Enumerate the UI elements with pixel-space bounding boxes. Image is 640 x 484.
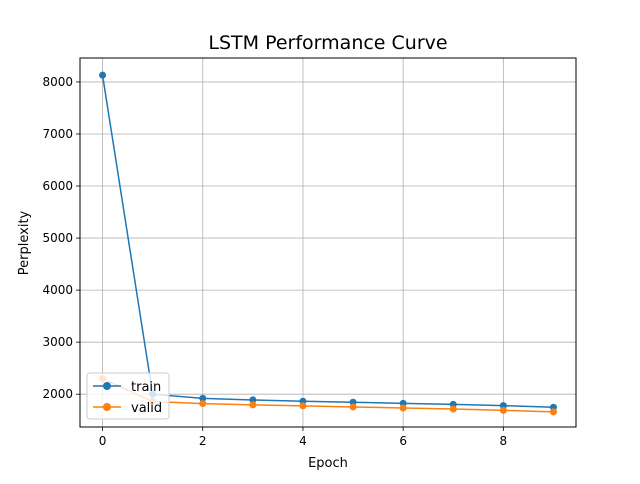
data-point-valid bbox=[249, 401, 257, 409]
x-axis-label: Epoch bbox=[308, 456, 348, 471]
series-line-valid bbox=[102, 377, 554, 413]
x-tick-label: 2 bbox=[199, 434, 207, 448]
data-point-train bbox=[99, 71, 107, 79]
plot-area-background bbox=[80, 58, 576, 427]
x-tick-label: 8 bbox=[500, 434, 508, 448]
data-point-train bbox=[249, 396, 257, 404]
series-line-train bbox=[101, 75, 554, 408]
legend-label-train: train bbox=[131, 380, 161, 395]
data-point-train bbox=[199, 394, 207, 402]
legend: train valid bbox=[86, 372, 170, 420]
y-axis-ticks: 2000 3000 4000 5000 6000 7000 8000 bbox=[42, 75, 80, 401]
y-tick-label: 6000 bbox=[42, 179, 73, 193]
data-point-valid bbox=[299, 402, 307, 410]
data-point-valid bbox=[349, 403, 357, 411]
x-axis-ticks: 0 2 4 6 8 bbox=[99, 427, 507, 448]
grid-lines bbox=[80, 58, 576, 427]
y-axis-label: Perplexity bbox=[17, 210, 32, 275]
data-point-valid bbox=[199, 400, 207, 408]
y-tick-label: 4000 bbox=[42, 283, 73, 297]
data-point-valid bbox=[549, 408, 557, 416]
legend-marker-valid bbox=[103, 403, 111, 411]
data-point-valid bbox=[499, 406, 507, 414]
legend-marker-train bbox=[103, 382, 111, 390]
x-tick-label: 0 bbox=[99, 434, 107, 448]
y-tick-label: 8000 bbox=[42, 75, 73, 89]
y-tick-label: 2000 bbox=[42, 387, 73, 401]
data-point-valid bbox=[399, 404, 407, 412]
legend-label-valid: valid bbox=[131, 401, 162, 416]
chart-title: LSTM Performance Curve bbox=[208, 32, 447, 54]
y-tick-label: 5000 bbox=[42, 231, 73, 245]
series-layer bbox=[99, 71, 557, 416]
x-tick-label: 4 bbox=[299, 434, 307, 448]
plot-frame bbox=[79, 57, 577, 428]
y-tick-label: 3000 bbox=[42, 335, 73, 349]
data-point-valid bbox=[449, 405, 457, 413]
x-tick-label: 6 bbox=[399, 434, 407, 448]
y-tick-label: 7000 bbox=[42, 127, 73, 141]
